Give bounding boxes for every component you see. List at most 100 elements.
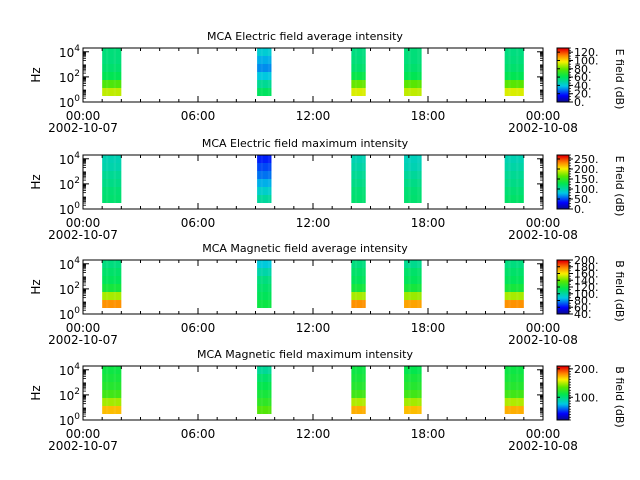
colorbar-cell bbox=[557, 269, 569, 271]
colorbar-cell bbox=[557, 206, 569, 208]
y-tick-exponent: 4 bbox=[74, 362, 80, 372]
y-tick-label: 104 bbox=[59, 256, 80, 272]
colorbar-cell bbox=[557, 56, 569, 58]
colorbar-tick-label: 120. bbox=[574, 46, 599, 59]
spectrogram-cell bbox=[351, 398, 366, 407]
chart-title: MCA Electric field maximum intensity bbox=[202, 137, 409, 150]
chart-panel-3: MCA Magnetic field average intensity 100 1… bbox=[29, 242, 626, 347]
colorbar-cell bbox=[557, 158, 569, 160]
colorbar-cell bbox=[557, 73, 569, 75]
colorbar-cell bbox=[557, 96, 569, 98]
colorbar-tick-label: 200. bbox=[574, 363, 599, 376]
x-tick-label: 12:00 bbox=[296, 216, 331, 230]
colorbar-cell bbox=[557, 299, 569, 301]
spectrogram-cell bbox=[257, 187, 272, 196]
colorbar-cell bbox=[557, 184, 569, 186]
colorbar-tick-label: 40. bbox=[574, 308, 592, 321]
colorbar-cell bbox=[557, 172, 569, 174]
y-axis-label: Hz bbox=[29, 279, 43, 294]
spectrogram-cell bbox=[504, 382, 524, 391]
colorbar-cell bbox=[557, 305, 569, 307]
colorbar-cell bbox=[557, 190, 569, 192]
y-tick-label: 102 bbox=[59, 176, 80, 192]
colorbar-cell bbox=[557, 370, 569, 372]
colorbar-cell bbox=[557, 407, 569, 409]
spectrogram-streak bbox=[267, 366, 271, 415]
spectrogram-streak bbox=[508, 260, 511, 309]
colorbar-cell bbox=[557, 84, 569, 86]
spectrogram-streak bbox=[408, 366, 412, 415]
spectrogram-cell bbox=[504, 284, 524, 293]
colorbar-cell bbox=[557, 262, 569, 264]
spectrogram-cell bbox=[257, 80, 272, 89]
colorbar-cell bbox=[557, 156, 569, 158]
colorbar-cell bbox=[557, 67, 569, 69]
spectrogram-cell bbox=[257, 276, 272, 285]
y-axis-label: Hz bbox=[29, 385, 43, 400]
y-tick-exponent: 0 bbox=[74, 94, 80, 104]
colorbar-cell bbox=[557, 377, 569, 379]
colorbar-cell bbox=[557, 387, 569, 389]
colorbar-cell bbox=[557, 273, 569, 275]
y-tick-exponent: 0 bbox=[74, 306, 80, 316]
spectrogram-streak bbox=[362, 260, 365, 309]
colorbar-cell bbox=[557, 53, 569, 55]
spectrogram-cell bbox=[351, 80, 366, 89]
colorbar-cell bbox=[557, 287, 569, 289]
spectrogram-cell bbox=[351, 374, 366, 383]
colorbar-cell bbox=[557, 89, 569, 91]
colorbar-cell bbox=[557, 180, 569, 182]
x-tick-label: 06:00 bbox=[181, 109, 216, 123]
spectrogram-cell bbox=[102, 56, 122, 65]
colorbar-cell bbox=[557, 65, 569, 67]
spectrogram-cell bbox=[504, 300, 524, 309]
colorbar-cell bbox=[557, 401, 569, 403]
colorbar-cell bbox=[557, 303, 569, 305]
spectrogram-streak bbox=[408, 155, 412, 204]
spectrogram-cell bbox=[102, 260, 122, 269]
colorbar-cell bbox=[557, 192, 569, 194]
colorbar-cell bbox=[557, 162, 569, 164]
colorbar-cell bbox=[557, 393, 569, 395]
spectrogram-streak bbox=[354, 48, 358, 97]
spectrogram-streak bbox=[516, 155, 519, 204]
spectrogram-cell bbox=[102, 284, 122, 293]
spectrogram-cell bbox=[404, 382, 422, 391]
colorbar-cell bbox=[557, 297, 569, 299]
x-date-label: 2002-10-07 bbox=[48, 333, 118, 347]
spectrogram-cell bbox=[404, 155, 422, 164]
colorbar-cell bbox=[557, 165, 569, 167]
spectrogram-segment bbox=[102, 260, 122, 309]
spectrogram-cell bbox=[257, 179, 272, 188]
spectrogram-cell bbox=[257, 155, 272, 164]
chart-title: MCA Magnetic field maximum intensity bbox=[197, 348, 413, 361]
spectrogram-cell bbox=[504, 56, 524, 65]
colorbar-cell bbox=[557, 198, 569, 200]
x-tick-label: 06:00 bbox=[181, 321, 216, 335]
colorbar-cell bbox=[557, 272, 569, 274]
colorbar-cell bbox=[557, 66, 569, 68]
colorbar-cell bbox=[557, 167, 569, 169]
spectrogram-cell bbox=[504, 80, 524, 89]
colorbar-cell bbox=[557, 276, 569, 278]
colorbar-cell bbox=[557, 266, 569, 268]
spectrogram-cell bbox=[504, 187, 524, 196]
y-tick-label: 102 bbox=[59, 69, 80, 85]
colorbar-cell bbox=[557, 61, 569, 63]
spectrogram-cell bbox=[102, 276, 122, 285]
colorbar-cell bbox=[557, 52, 569, 54]
colorbar-cell bbox=[557, 385, 569, 387]
colorbar-tick-label: 50. bbox=[574, 193, 592, 206]
colorbar-cell bbox=[557, 157, 569, 159]
colorbar-cell bbox=[557, 418, 569, 420]
spectrogram-cell bbox=[504, 398, 524, 407]
spectrogram-cell bbox=[102, 163, 122, 172]
spectrogram-cell bbox=[404, 366, 422, 375]
colorbar-tick-label: 20. bbox=[574, 88, 592, 101]
x-tick-label: 12:00 bbox=[296, 321, 331, 335]
x-tick-label: 12:00 bbox=[296, 427, 331, 441]
spectrogram-cell bbox=[257, 72, 272, 81]
colorbar-cell bbox=[557, 78, 569, 80]
spectrogram-streak bbox=[362, 155, 365, 204]
spectrogram-cell bbox=[102, 374, 122, 383]
